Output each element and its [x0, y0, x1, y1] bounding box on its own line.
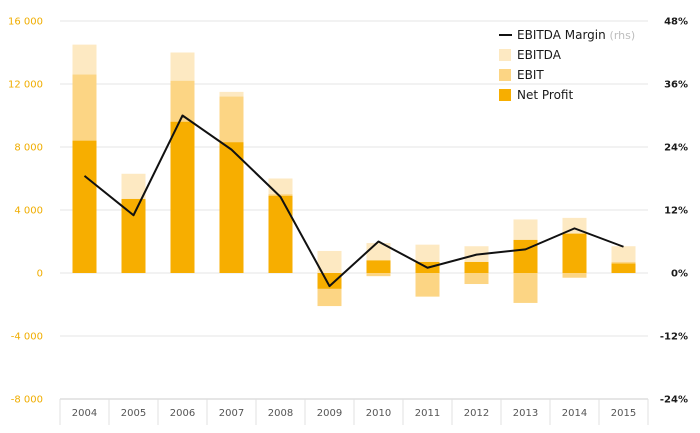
left-tick-label: -4 000 [11, 332, 43, 343]
legend-label: Net Profit [517, 88, 573, 102]
left-tick-label: 8 000 [14, 143, 43, 154]
legend-swatch [499, 69, 511, 81]
margin-line [83, 114, 624, 288]
legend-label: EBIT [517, 68, 544, 82]
x-tick-label: 2005 [121, 408, 146, 419]
x-axis: 2004 2005 2006 2007 2008 2009 2010 2011 2012 2013… [59, 398, 649, 425]
left-tick-label: 12 000 [8, 80, 43, 91]
left-tick-label: 16 000 [8, 17, 43, 28]
right-tick-label: 36% [664, 80, 688, 91]
x-tick-label: 2009 [317, 408, 342, 419]
x-tick-label: 2004 [72, 408, 97, 419]
ebitda-margin-line [83, 114, 624, 288]
x-tick-label: 2015 [611, 408, 636, 419]
right-tick-label: 24% [664, 143, 688, 154]
bar-ebit [464, 273, 489, 285]
bar-ebit [562, 273, 587, 278]
left-tick-label: -8 000 [11, 395, 43, 406]
right-axis: 48% 36% 24% 12% 0% -12% -24% [660, 17, 688, 406]
bar-net-profit [72, 140, 97, 273]
bar-net-profit [170, 121, 195, 273]
legend-swatch [499, 89, 511, 101]
right-tick-label: -12% [660, 332, 688, 343]
bar-ebit [366, 273, 391, 277]
right-tick-label: 12% [664, 206, 688, 217]
x-tick-label: 2010 [366, 408, 391, 419]
bar-net-profit [268, 195, 293, 273]
x-tick-label: 2012 [464, 408, 489, 419]
x-tick-label: 2007 [219, 408, 244, 419]
left-tick-label: 4 000 [14, 206, 43, 217]
bar-ebit [415, 273, 440, 297]
right-tick-label: 0% [671, 269, 688, 280]
legend-label: EBITDA Margin (rhs) [517, 28, 635, 42]
left-tick-label: 0 [37, 269, 43, 280]
x-tick-label: 2011 [415, 408, 440, 419]
gridlines [60, 20, 648, 337]
right-tick-label: -24% [660, 395, 688, 406]
x-tick-label: 2008 [268, 408, 293, 419]
legend-label: EBITDA [517, 48, 562, 62]
left-axis: 16 000 12 000 8 000 4 000 0 -4 000 -8 000 [8, 17, 43, 406]
legend: EBITDA Margin (rhs) EBITDA EBIT Net Profit [499, 28, 635, 102]
x-tick-label: 2014 [562, 408, 587, 419]
bar-net-profit [219, 142, 244, 273]
right-tick-label: 48% [664, 17, 688, 28]
bar-net-profit [611, 263, 636, 273]
bar-net-profit [121, 198, 146, 273]
bar-ebit [513, 273, 538, 303]
bar-net-profit [562, 233, 587, 273]
bar-net-profit [464, 261, 489, 273]
x-tick-label: 2006 [170, 408, 195, 419]
bar-net-profit [366, 260, 391, 273]
x-tick-label: 2013 [513, 408, 538, 419]
legend-swatch [499, 49, 511, 61]
bar-ebitda [317, 250, 342, 273]
